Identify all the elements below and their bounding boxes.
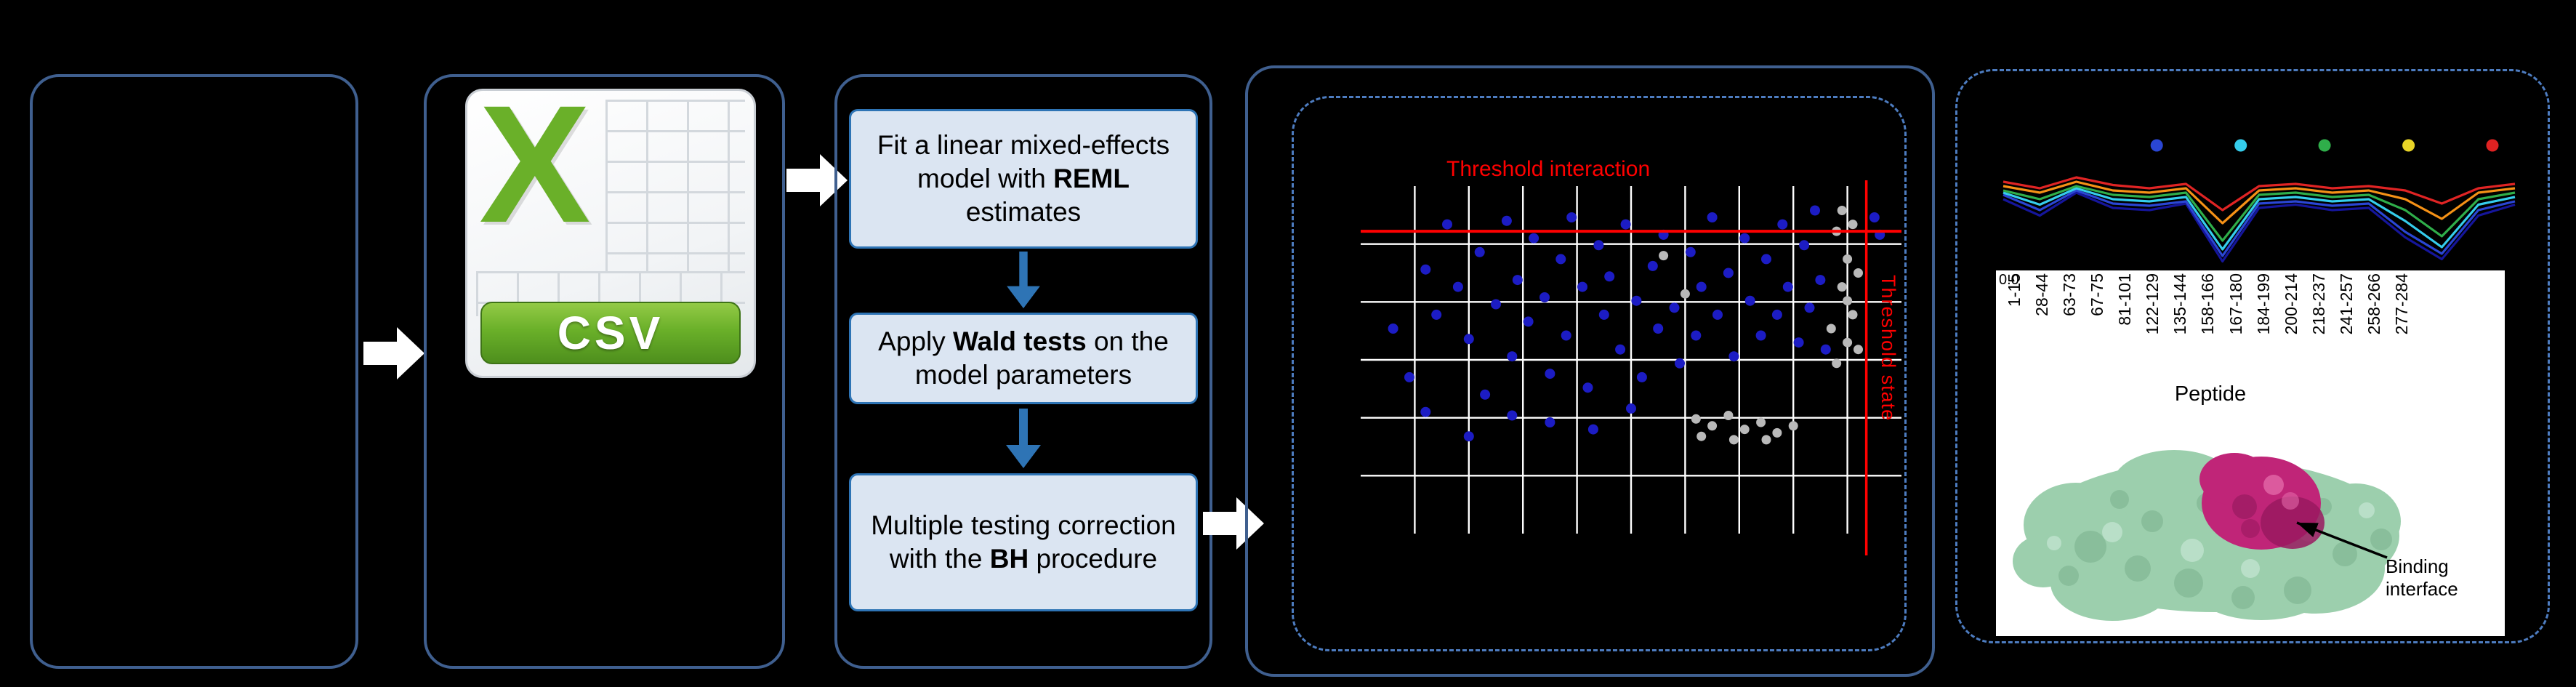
spreadsheet-grid bbox=[605, 100, 745, 271]
y-axis-tick: 0.0 bbox=[1999, 272, 2019, 288]
csv-page: X CSV bbox=[465, 89, 756, 378]
uptake-line-chart bbox=[2003, 139, 2516, 263]
flow-arrow-1-icon bbox=[363, 327, 424, 379]
peptide-tick-label: 241-257 bbox=[2336, 273, 2356, 335]
protein-body bbox=[2013, 450, 2401, 621]
peptide-tick-label: 63-73 bbox=[2060, 273, 2080, 316]
flow-arrow-3-icon bbox=[1203, 497, 1264, 550]
peptide-tick-label: 277-284 bbox=[2391, 273, 2411, 335]
results-dashed-panel bbox=[1955, 69, 2550, 643]
csv-file-icon: X CSV bbox=[465, 89, 756, 378]
peptide-tick-label: 67-75 bbox=[2088, 273, 2107, 316]
down-arrow-icon bbox=[1006, 409, 1041, 468]
excel-x-letter: X bbox=[479, 89, 591, 257]
stats-pipeline-panel bbox=[834, 74, 1212, 669]
peptide-structure-panel: 0.0 1-15 28-44 63-73 67-75 81-101 122-129 135-… bbox=[1996, 270, 2505, 636]
peptide-tick-label: 167-180 bbox=[2226, 273, 2245, 335]
peptide-tick-label: 122-129 bbox=[2143, 273, 2162, 335]
step-multiple-testing-text: Multiple testing correction with the BH … bbox=[871, 510, 1176, 574]
csv-panel bbox=[424, 74, 785, 669]
step-fit-model: Fit a linear mixed-effects model with RE… bbox=[849, 109, 1198, 249]
scatter-dashed-panel bbox=[1292, 96, 1907, 651]
peptide-tick-label: 28-44 bbox=[2032, 273, 2052, 316]
peptide-tick-labels: 1-15 28-44 63-73 67-75 81-101 122-129 135-144 1… bbox=[2005, 273, 2411, 384]
csv-banner-label: CSV bbox=[557, 307, 664, 359]
threshold-scatter-plot bbox=[1361, 180, 1901, 555]
binding-interface-arrow bbox=[2296, 521, 2388, 559]
peptide-tick-label: 184-199 bbox=[2253, 273, 2273, 335]
step-wald-tests: Apply Wald tests on the model parameters bbox=[849, 313, 1198, 404]
step-fit-model-text: Fit a linear mixed-effects model with RE… bbox=[877, 129, 1170, 228]
input-panel bbox=[30, 74, 358, 669]
peptide-tick-label: 158-166 bbox=[2198, 273, 2218, 335]
peptide-tick-label: 1-15 bbox=[2005, 273, 2024, 308]
binding-site-region bbox=[2199, 453, 2325, 550]
threshold-state-label: Threshold state bbox=[1877, 275, 1899, 422]
step-wald-tests-text: Apply Wald tests on the model parameters bbox=[878, 326, 1169, 390]
peptide-tick-label: 218-237 bbox=[2309, 273, 2328, 335]
down-arrow-icon bbox=[1007, 252, 1040, 309]
peptide-tick-label: 81-101 bbox=[2115, 273, 2135, 326]
scatter-outer-panel bbox=[1245, 65, 1935, 677]
peptide-tick-label: 135-144 bbox=[2170, 273, 2190, 335]
peptide-tick-label: 258-266 bbox=[2364, 273, 2383, 335]
step-multiple-testing: Multiple testing correction with the BH … bbox=[849, 473, 1198, 611]
csv-banner: CSV bbox=[480, 302, 741, 364]
protein-structure-image bbox=[2013, 450, 2401, 621]
peptide-tick-label: 200-214 bbox=[2281, 273, 2301, 335]
binding-interface-label: Binding interface bbox=[2386, 555, 2458, 600]
flow-arrow-2-icon bbox=[786, 154, 848, 206]
peptide-axis-title: Peptide bbox=[2174, 382, 2247, 406]
threshold-interaction-label: Threshold interaction bbox=[1446, 157, 1651, 181]
